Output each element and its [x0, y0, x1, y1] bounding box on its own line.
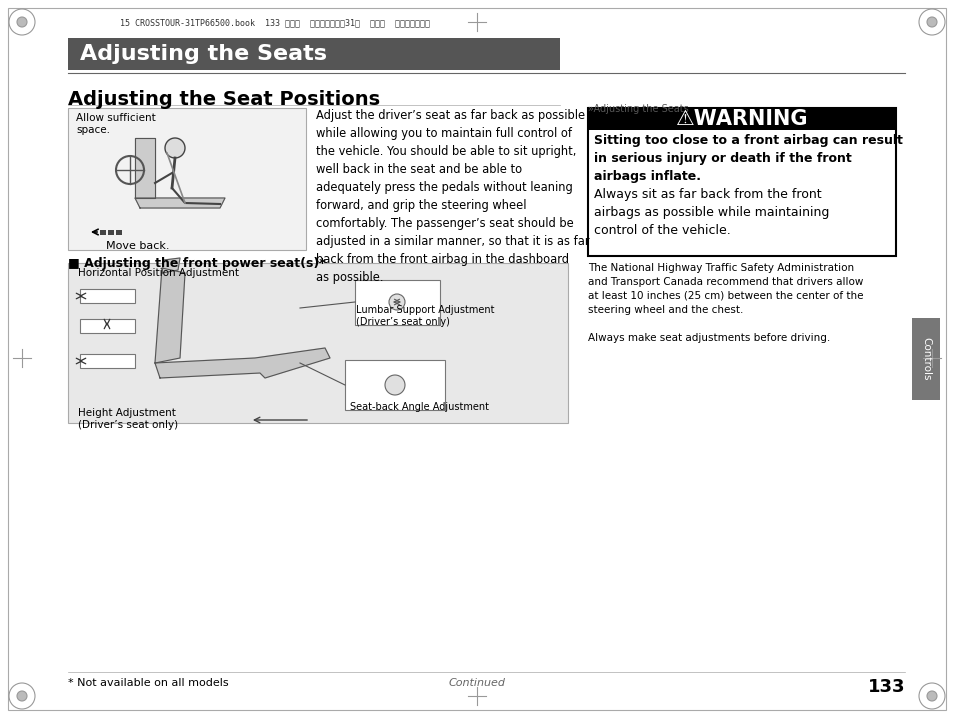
Polygon shape [135, 198, 225, 208]
Text: Sitting too close to a front airbag can result
in serious injury or death if the: Sitting too close to a front airbag can … [594, 134, 902, 183]
Text: ■ Adjusting the front power seat(s)*: ■ Adjusting the front power seat(s)* [68, 257, 325, 270]
Bar [100, 230, 106, 235]
Bar [68, 38, 559, 70]
Bar [80, 354, 135, 368]
Bar [80, 319, 135, 333]
Bar [68, 263, 567, 423]
Polygon shape [135, 138, 154, 198]
Circle shape [17, 691, 27, 701]
Circle shape [926, 691, 936, 701]
Text: Move back.: Move back. [107, 241, 170, 251]
Text: 15 CROSSTOUR-31TP66500.book  133 ページ  ２０１４年７月31日  木曜日  午後３時２３分: 15 CROSSTOUR-31TP66500.book 133 ページ ２０１４… [120, 19, 430, 27]
Bar [80, 289, 135, 303]
Bar [587, 108, 895, 256]
Polygon shape [154, 348, 330, 378]
Bar [68, 108, 306, 250]
Bar [911, 318, 939, 400]
Circle shape [389, 294, 405, 310]
Circle shape [926, 17, 936, 27]
Text: Adjusting the Seat Positions: Adjusting the Seat Positions [68, 90, 379, 109]
Text: Horizontal Position Adjustment: Horizontal Position Adjustment [78, 268, 239, 278]
Circle shape [165, 138, 185, 158]
Bar [587, 108, 895, 130]
Text: Continued: Continued [448, 678, 505, 688]
Polygon shape [154, 268, 185, 363]
Text: Lumbar Support Adjustment
(Driver’s seat only): Lumbar Support Adjustment (Driver’s seat… [355, 305, 494, 327]
Bar [116, 230, 122, 235]
Text: The National Highway Traffic Safety Administration
and Transport Canada recommen: The National Highway Traffic Safety Admi… [587, 263, 862, 343]
Text: * Not available on all models: * Not available on all models [68, 678, 229, 688]
Text: Controls: Controls [920, 337, 930, 381]
Text: Adjusting the Seats: Adjusting the Seats [80, 44, 327, 64]
Text: Adjust the driver’s seat as far back as possible
while allowing you to maintain : Adjust the driver’s seat as far back as … [315, 109, 589, 284]
Text: Seat-back Angle Adjustment: Seat-back Angle Adjustment [350, 402, 489, 412]
Text: ⚠WARNING: ⚠WARNING [675, 109, 807, 129]
Bar [355, 280, 439, 325]
Text: Always sit as far back from the front
airbags as possible while maintaining
cont: Always sit as far back from the front ai… [594, 188, 828, 237]
Bar [345, 360, 444, 410]
Text: space.: space. [76, 125, 110, 135]
Text: Allow sufficient: Allow sufficient [76, 113, 155, 123]
Polygon shape [162, 258, 180, 273]
Text: 133: 133 [866, 678, 904, 696]
Circle shape [385, 375, 405, 395]
Circle shape [17, 17, 27, 27]
Text: »Adjusting the Seats: »Adjusting the Seats [587, 104, 688, 114]
Text: Height Adjustment
(Driver’s seat only): Height Adjustment (Driver’s seat only) [78, 408, 178, 429]
Bar [108, 230, 113, 235]
